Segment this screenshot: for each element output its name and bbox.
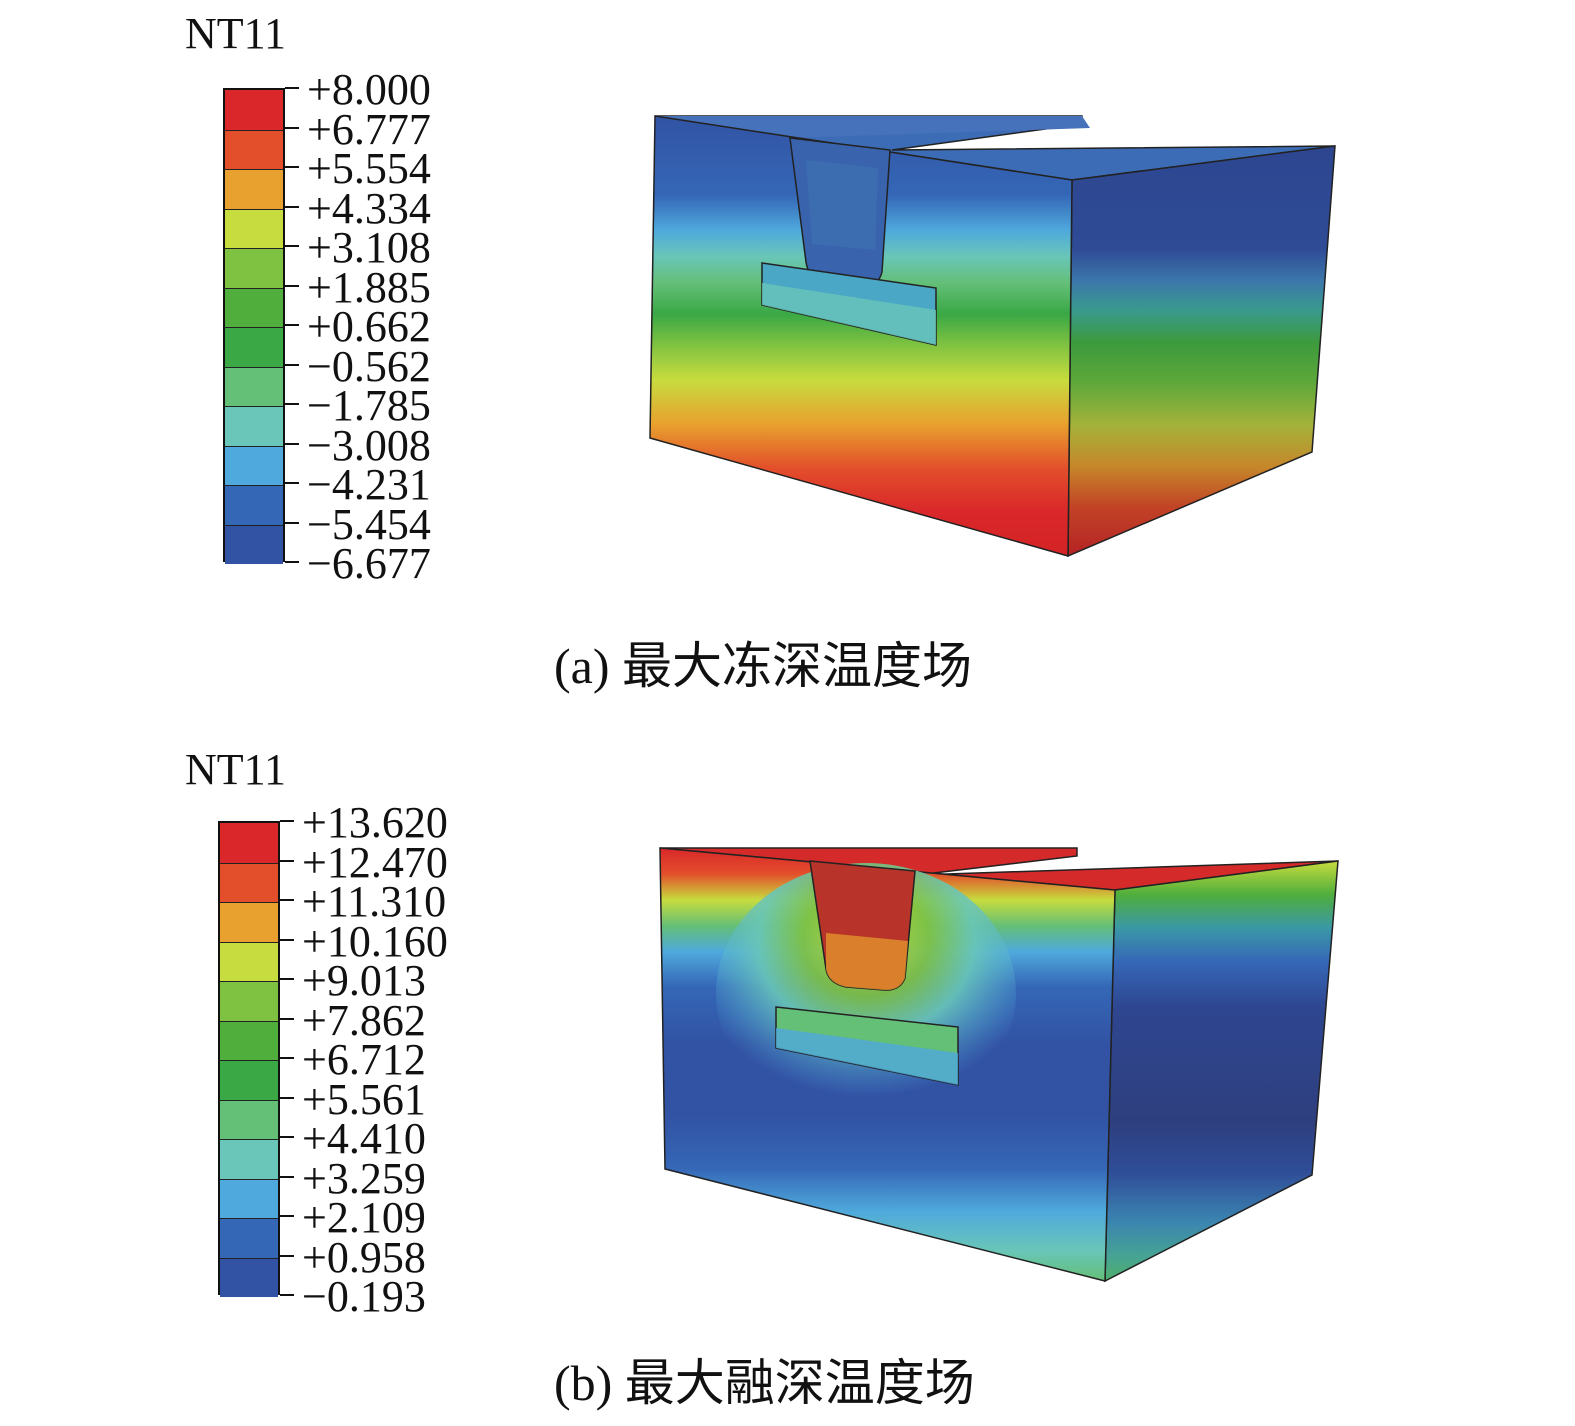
legend-tick — [285, 363, 299, 366]
legend-tick — [285, 324, 299, 326]
legend-color-band — [220, 1099, 278, 1139]
model-side-face — [1067, 145, 1336, 558]
legend-value-label: +1.885 — [307, 262, 431, 312]
legend-value-label: +6.712 — [302, 1035, 426, 1084]
legend-color-band — [220, 1139, 278, 1179]
figure-panel-b: NT11 +13.620 +12.470 +11.310 +10.160 +9.013 +… — [0, 713, 1575, 1426]
legend-color-band — [225, 248, 283, 288]
legend-value-label: +5.561 — [302, 1074, 426, 1124]
figure-caption: (a) 最大冻深温度场 — [554, 638, 972, 694]
legend-color-band — [220, 862, 278, 902]
legend-tick — [280, 820, 294, 822]
legend-tick — [285, 561, 299, 563]
legend-value-label: +13.620 — [302, 798, 448, 847]
legend-tick — [280, 899, 294, 901]
temperature-field-model-a — [649, 115, 1336, 558]
legend-color-band — [220, 1020, 278, 1060]
legend-color-band — [220, 1218, 278, 1258]
legend-color-band — [220, 941, 278, 981]
model-front-face — [649, 115, 1073, 557]
legend-value-label: −5.454 — [307, 499, 431, 549]
legend-tick — [285, 284, 299, 287]
legend-value-label: −4.231 — [307, 460, 431, 509]
legend-color-band — [220, 1257, 278, 1297]
legend-value-label: −6.677 — [307, 539, 431, 588]
legend-color-band — [220, 823, 278, 863]
legend-tick — [280, 978, 294, 980]
legend-tick — [285, 166, 299, 168]
legend-value-label: +2.109 — [302, 1193, 426, 1242]
legend-tick — [285, 482, 299, 484]
legend-title: NT11 — [185, 745, 287, 794]
legend-value-label: +5.554 — [307, 144, 431, 193]
legend-tick — [285, 245, 299, 247]
legend-value-label: +9.013 — [302, 956, 426, 1005]
legend-tick — [280, 1057, 294, 1059]
legend-value-label: +3.108 — [307, 223, 431, 272]
legend-tick — [280, 1017, 294, 1020]
legend-value-label: +0.958 — [302, 1232, 426, 1282]
temperature-field-model-b — [659, 847, 1339, 1283]
legend-color-band — [225, 485, 283, 525]
legend-tick — [280, 938, 294, 941]
legend-tick — [285, 403, 299, 405]
legend-color-band — [225, 524, 283, 564]
legend-value-label: +12.470 — [302, 837, 448, 887]
color-legend-bar — [223, 88, 285, 564]
color-legend-bar — [218, 821, 280, 1297]
legend-color-band — [225, 406, 283, 446]
legend-tick — [280, 1175, 294, 1178]
legend-tick — [280, 1254, 294, 1257]
legend-tick — [280, 1215, 294, 1217]
legend-value-label: −0.193 — [302, 1272, 426, 1321]
legend-color-band — [225, 129, 283, 169]
legend-color-band — [225, 90, 283, 130]
legend-value-label: +7.862 — [302, 995, 426, 1045]
legend-value-label: −3.008 — [307, 420, 431, 470]
legend-value-label: +0.662 — [307, 302, 431, 351]
legend-color-band — [220, 981, 278, 1021]
legend-color-band — [220, 1178, 278, 1218]
legend-tick — [285, 126, 299, 129]
legend-value-label: +4.334 — [307, 183, 431, 233]
legend-color-band — [220, 902, 278, 942]
legend-tick — [285, 205, 299, 208]
legend-value-label: −1.785 — [307, 381, 431, 430]
figure-caption: (b) 最大融深温度场 — [554, 1355, 975, 1411]
legend-tick — [280, 1136, 294, 1138]
legend-color-band — [225, 327, 283, 367]
legend-value-label: +3.259 — [302, 1153, 426, 1203]
legend-title: NT11 — [185, 9, 287, 58]
figure-panel-a: NT11 +8.000 +6.777 +5.554 +4.334 +3.108 +1.88… — [185, 9, 1336, 694]
legend-color-band — [225, 169, 283, 209]
legend-color-band — [225, 287, 283, 327]
legend-tick — [280, 1096, 294, 1099]
legend-value-label: −0.562 — [307, 341, 431, 391]
legend-color-band — [225, 445, 283, 485]
legend-color-band — [225, 366, 283, 406]
legend-value-label: +11.310 — [302, 877, 447, 926]
legend-tick — [285, 87, 299, 89]
legend-color-band — [225, 208, 283, 248]
legend-color-band — [220, 1060, 278, 1100]
legend-tick — [280, 859, 294, 862]
legend-value-label: +6.777 — [307, 104, 431, 154]
legend-value-label: +10.160 — [302, 916, 448, 966]
legend-tick — [285, 521, 299, 524]
legend-tick — [280, 1294, 294, 1296]
legend-value-label: +4.410 — [302, 1114, 426, 1163]
legend-value-label: +8.000 — [307, 65, 431, 114]
legend-tick — [285, 442, 299, 445]
model-side-face — [1104, 860, 1339, 1283]
